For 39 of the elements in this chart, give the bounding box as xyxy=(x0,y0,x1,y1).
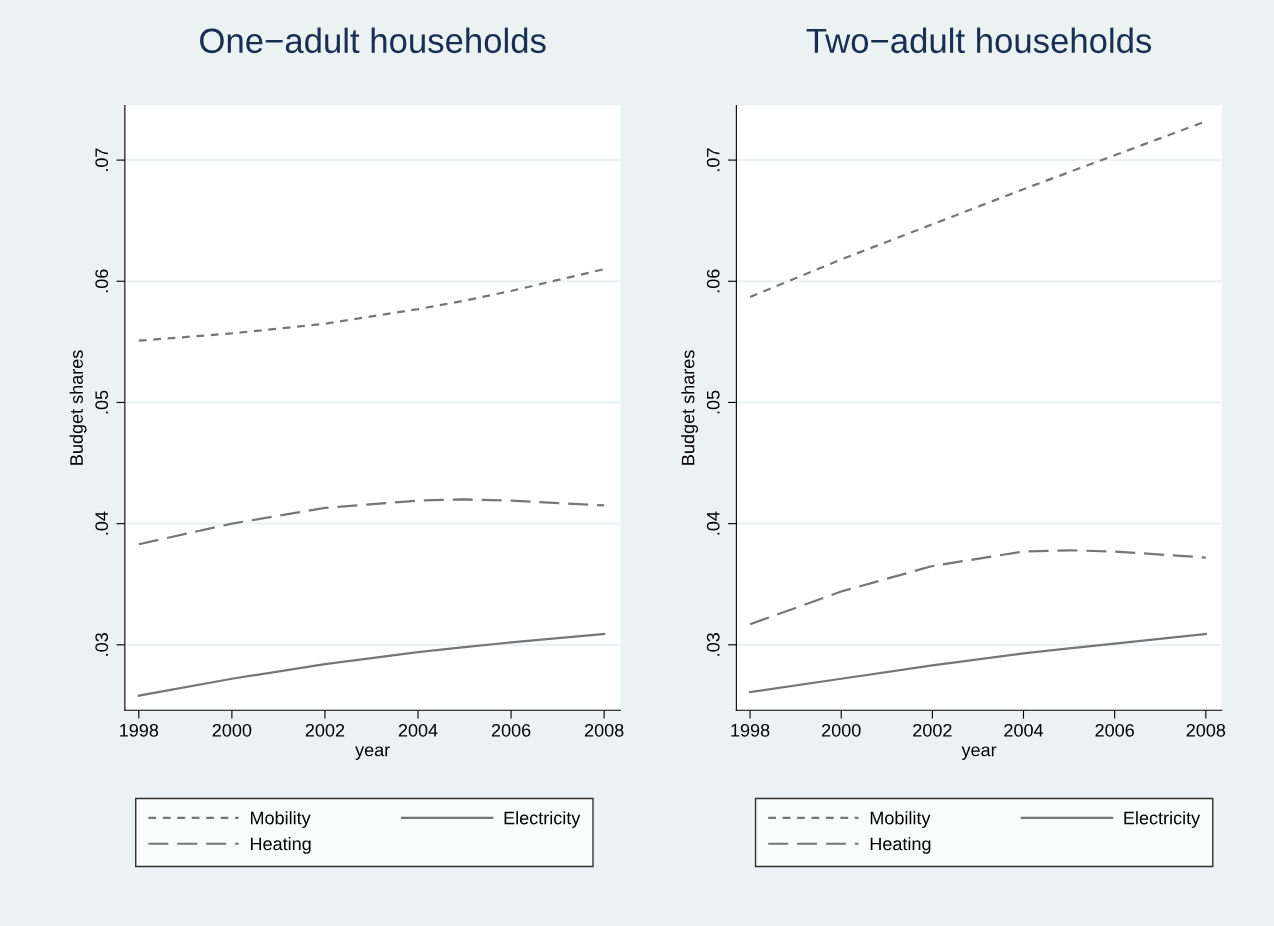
legend-label: Electricity xyxy=(1124,811,1201,828)
y-tick-label: .07 xyxy=(95,148,109,171)
y-tick-label: .06 xyxy=(95,269,109,293)
legend-label: Mobility xyxy=(250,811,311,828)
legend-label: Heating xyxy=(870,836,931,854)
x-tick-label: 2006 xyxy=(1095,723,1134,737)
chart-title: Two−adult households xyxy=(806,27,1152,54)
legend-label: Heating xyxy=(250,836,311,854)
y-axis-title: Budget shares xyxy=(69,350,87,465)
line-series xyxy=(748,549,1207,626)
y-tick-label: .03 xyxy=(706,633,720,656)
x-tick-label: 2006 xyxy=(491,723,531,737)
legend-label: Mobility xyxy=(870,811,931,828)
x-tick-label: 2008 xyxy=(1186,723,1226,737)
y-tick-label: .06 xyxy=(706,269,720,293)
y-tick-label: .05 xyxy=(95,390,109,414)
line-series xyxy=(748,632,1207,694)
x-axis-title: year xyxy=(961,746,997,760)
line-series xyxy=(137,632,606,697)
legend-label: Electricity xyxy=(504,811,581,828)
x-tick-label: 2000 xyxy=(212,723,252,737)
line-series xyxy=(137,498,606,546)
x-tick-label: 2002 xyxy=(913,723,952,737)
y-tick-label: .07 xyxy=(706,148,720,171)
y-tick-label: .05 xyxy=(706,390,720,414)
y-tick-label: .03 xyxy=(95,633,109,656)
x-axis-title: year xyxy=(355,746,390,760)
y-tick-label: .04 xyxy=(706,511,720,535)
line-series xyxy=(137,268,606,342)
x-tick-label: 1998 xyxy=(120,723,159,737)
y-axis-title: Budget shares xyxy=(681,350,699,465)
x-tick-label: 2004 xyxy=(398,723,438,737)
chart-title: One−adult households xyxy=(200,27,546,54)
x-tick-label: 2004 xyxy=(1004,723,1044,737)
x-tick-label: 2008 xyxy=(584,723,624,737)
x-tick-label: 2002 xyxy=(305,723,345,737)
y-tick-label: .04 xyxy=(95,511,109,535)
x-tick-label: 2000 xyxy=(822,723,861,737)
x-tick-label: 1998 xyxy=(731,723,770,737)
